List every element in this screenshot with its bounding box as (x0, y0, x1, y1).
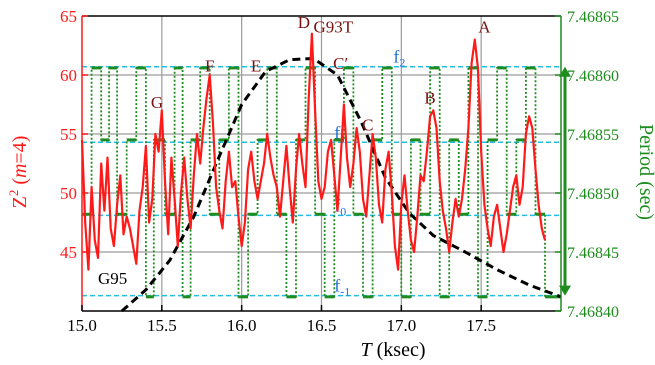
model-series (120, 57, 562, 313)
frequency-label-sub: -1 (340, 285, 350, 299)
peak-label: A (478, 18, 491, 37)
period-arrow-head-down (559, 285, 571, 296)
right-axis-label: Period (sec) (635, 124, 655, 220)
x-tick-label: 16.5 (307, 316, 337, 335)
left-axis-label-eq: =4) (9, 136, 31, 164)
period-arrow-head-up (559, 66, 571, 77)
left-axis-label-sup: 2 (6, 190, 21, 197)
period-series (82, 66, 561, 299)
y-right-tick-label: 7.46855 (567, 127, 619, 144)
frequency-label-sub: 0 (340, 204, 346, 218)
x-axis-label-symbol: T (361, 339, 374, 361)
peak-labels: A B C C′ D E F G G93T G95 (98, 13, 491, 288)
peak-label: C (362, 115, 373, 134)
period-line (82, 67, 561, 298)
x-tick-label: 15.5 (147, 316, 177, 335)
y-right-tick-label: 7.46860 (567, 68, 619, 85)
peak-label: E (251, 56, 261, 75)
frequency-label-base: f (393, 47, 399, 67)
peak-label: B (424, 88, 435, 107)
y-right-tick-label: 7.46865 (567, 9, 619, 26)
left-axis-label-paren: ( (9, 178, 31, 190)
peak-label: G95 (98, 269, 127, 288)
y-left-tick-label: 50 (60, 184, 77, 203)
left-axis-label: Z2 (m=4) (6, 136, 31, 209)
left-axis-label-m: m (9, 164, 31, 178)
ticks: 15.0 15.5 16.0 16.5 17.0 17.5 45 50 55 60 65 7.4684… (60, 7, 619, 335)
y-left-tick-label: 55 (60, 125, 77, 144)
peak-label: G93T (314, 18, 354, 37)
x-axis-label-unit: (ksec) (372, 339, 426, 361)
z2-series (80, 32, 547, 271)
y-right-tick-label: 7.46840 (567, 304, 619, 321)
peak-label: C′ (333, 54, 348, 73)
peak-label: G (151, 93, 163, 112)
peak-label: D (298, 13, 310, 32)
x-tick-label: 16.0 (227, 316, 257, 335)
x-tick-label: 17.0 (386, 316, 416, 335)
x-tick-label: 15.0 (67, 316, 97, 335)
y-right-tick-label: 7.46850 (567, 186, 619, 203)
frequency-label-base: f (334, 276, 340, 296)
frequency-label: f-1 (334, 276, 350, 299)
frequency-label: f2 (393, 47, 405, 70)
x-tick-label: 17.5 (466, 316, 496, 335)
z2-line (80, 32, 547, 271)
y-left-tick-label: 60 (60, 66, 77, 85)
x-axis-label: T (ksec) (361, 339, 426, 361)
frequency-label-sub: 2 (399, 56, 405, 70)
model-line (120, 57, 562, 313)
y-right-tick-label: 7.46845 (567, 245, 619, 262)
left-axis-label-base: Z (9, 196, 31, 208)
y-left-tick-label: 65 (60, 7, 77, 26)
peak-label: F (205, 56, 214, 75)
y-left-tick-label: 45 (60, 243, 77, 262)
frequency-label-base: f (334, 122, 340, 142)
